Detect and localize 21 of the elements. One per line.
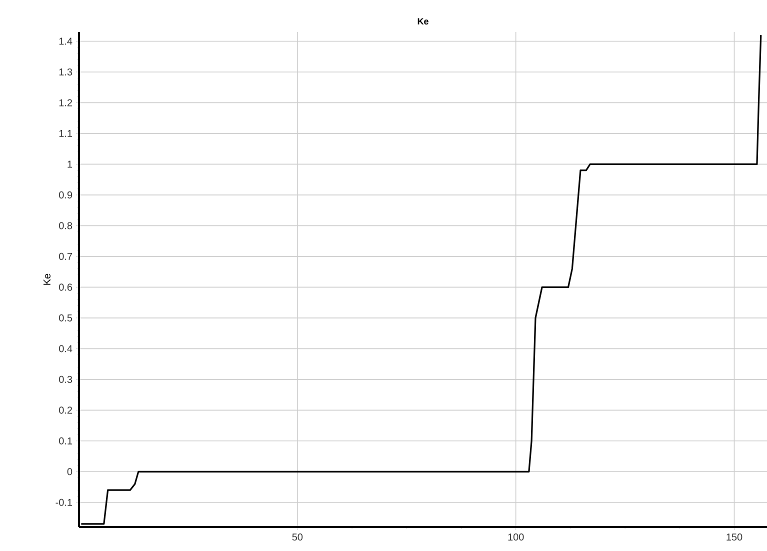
x-tick-label: 50 (292, 534, 303, 541)
y-tick-label: -0.1 (56, 498, 72, 506)
y-tick-label: 1 (68, 160, 72, 168)
y-tick-label: 1.2 (59, 99, 72, 106)
y-tick-label: 1.1 (59, 130, 72, 137)
y-tick-label: 0.6 (59, 284, 72, 291)
y-tick-label: 0.8 (59, 222, 72, 230)
y-tick-label: 0.4 (59, 345, 72, 352)
y-tick-label: 0.5 (59, 314, 72, 322)
y-tick-label: 0.2 (59, 406, 72, 414)
y-tick-label: 0.1 (59, 437, 72, 444)
y-tick-label: 0 (67, 468, 72, 476)
x-tick-label: 150 (726, 534, 742, 541)
y-tick-label: 0.9 (59, 191, 72, 198)
y-tick-label: 1.3 (59, 68, 72, 76)
y-tick-label: 0.3 (59, 376, 72, 383)
x-tick-label: 100 (508, 534, 524, 541)
y-axis-title: Ke (44, 274, 50, 285)
y-tick-label: 1.4 (59, 38, 72, 45)
y-tick-label: 0.7 (59, 252, 72, 260)
chart-title: Ke (418, 18, 428, 24)
